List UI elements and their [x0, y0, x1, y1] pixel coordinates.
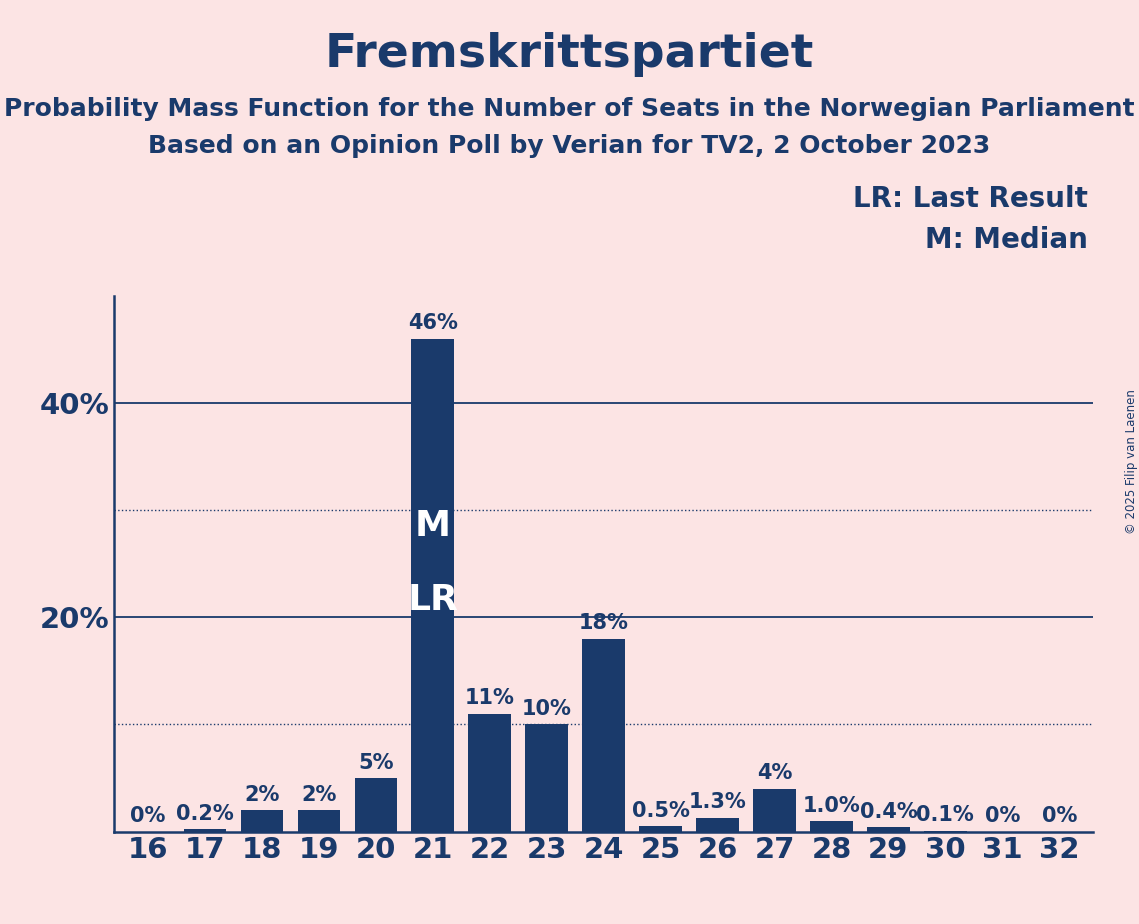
Text: Probability Mass Function for the Number of Seats in the Norwegian Parliament: Probability Mass Function for the Number… — [5, 97, 1134, 121]
Bar — [354, 778, 398, 832]
Text: 5%: 5% — [358, 753, 394, 772]
Text: 11%: 11% — [465, 688, 515, 709]
Bar — [810, 821, 853, 832]
Text: 1.3%: 1.3% — [689, 792, 746, 812]
Text: 46%: 46% — [408, 313, 458, 334]
Bar — [468, 713, 511, 832]
Text: 1.0%: 1.0% — [803, 796, 860, 816]
Text: 2%: 2% — [301, 784, 337, 805]
Text: LR: LR — [408, 583, 458, 617]
Bar — [411, 338, 454, 832]
Bar — [297, 810, 341, 832]
Bar — [525, 724, 568, 832]
Text: Fremskrittspartiet: Fremskrittspartiet — [325, 32, 814, 78]
Bar — [924, 831, 967, 832]
Text: LR: Last Result: LR: Last Result — [853, 185, 1088, 213]
Bar — [240, 810, 284, 832]
Bar — [867, 827, 910, 832]
Bar — [696, 818, 739, 832]
Bar — [753, 789, 796, 832]
Text: 4%: 4% — [756, 763, 793, 784]
Text: M: M — [415, 509, 451, 543]
Text: 10%: 10% — [522, 699, 572, 719]
Bar — [183, 830, 227, 832]
Text: 0.1%: 0.1% — [917, 805, 974, 825]
Text: 0.2%: 0.2% — [177, 804, 233, 824]
Text: 0%: 0% — [1041, 807, 1077, 826]
Text: M: Median: M: Median — [925, 226, 1088, 254]
Text: 0.5%: 0.5% — [632, 801, 689, 821]
Text: 2%: 2% — [244, 784, 280, 805]
Text: 18%: 18% — [579, 614, 629, 633]
Text: 0%: 0% — [130, 807, 166, 826]
Text: © 2025 Filip van Laenen: © 2025 Filip van Laenen — [1124, 390, 1138, 534]
Bar — [639, 826, 682, 832]
Text: Based on an Opinion Poll by Verian for TV2, 2 October 2023: Based on an Opinion Poll by Verian for T… — [148, 134, 991, 158]
Text: 0%: 0% — [984, 807, 1021, 826]
Bar — [582, 638, 625, 832]
Text: 0.4%: 0.4% — [860, 802, 917, 822]
